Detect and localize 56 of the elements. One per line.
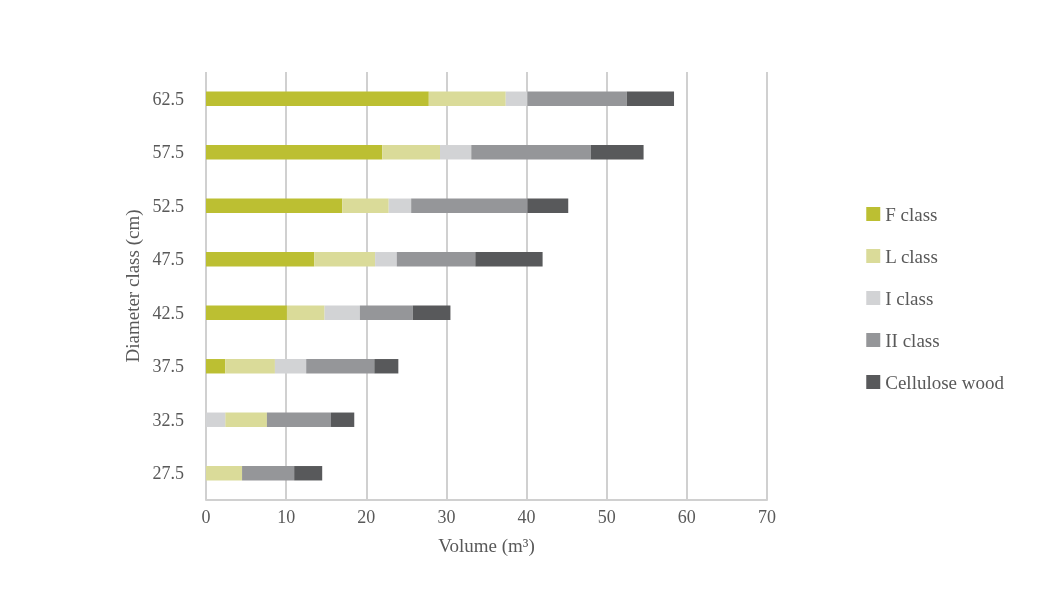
y-tick-label: 42.5 xyxy=(152,302,184,323)
bar xyxy=(412,305,451,320)
y-tick-label: 47.5 xyxy=(152,249,184,270)
bar xyxy=(382,145,441,160)
bar xyxy=(388,198,412,213)
bar xyxy=(225,412,267,427)
x-axis-title: Volume (m³) xyxy=(438,535,535,557)
bar xyxy=(331,412,355,427)
bar xyxy=(206,305,287,320)
y-axis-title: Diameter class (cm) xyxy=(121,209,144,363)
bar xyxy=(475,252,543,267)
x-tick-label: 20 xyxy=(357,507,376,527)
x-tick-label: 30 xyxy=(437,507,456,527)
bar xyxy=(396,252,476,267)
y-tick-label: 27.5 xyxy=(152,463,184,484)
bar xyxy=(206,252,315,267)
y-tick-label: 52.5 xyxy=(152,195,184,216)
x-tick-label: 0 xyxy=(201,507,211,527)
bar xyxy=(590,145,644,160)
bar xyxy=(527,91,627,106)
bar xyxy=(225,359,275,374)
bar xyxy=(375,252,397,267)
bar xyxy=(266,412,332,427)
bar xyxy=(359,305,413,320)
x-tick-label: 60 xyxy=(677,507,696,527)
bar xyxy=(471,145,591,160)
x-tick-label: 70 xyxy=(758,507,776,527)
bar xyxy=(342,198,389,213)
bar xyxy=(428,91,506,106)
y-tick-label: 32.5 xyxy=(152,409,184,430)
y-tick-label: 57.5 xyxy=(152,142,184,163)
bar xyxy=(324,305,360,320)
legend-label: F class xyxy=(885,203,938,225)
x-tick-label: 40 xyxy=(517,507,536,527)
legend-label: Cellulose wood xyxy=(885,371,1005,393)
y-tick-label: 62.5 xyxy=(152,88,184,109)
legend-label: L class xyxy=(885,245,938,267)
x-tick-label: 10 xyxy=(277,507,296,527)
bar xyxy=(314,252,376,267)
bar xyxy=(242,466,295,481)
bar xyxy=(206,359,226,374)
legend-label: II class xyxy=(885,329,940,351)
bar xyxy=(286,305,325,320)
bar xyxy=(306,359,375,374)
bar xyxy=(626,91,675,106)
bar xyxy=(527,198,569,213)
bar xyxy=(206,145,383,160)
x-tick-label: 50 xyxy=(597,507,616,527)
bar xyxy=(294,466,323,481)
bar xyxy=(411,198,528,213)
y-tick-label: 37.5 xyxy=(152,356,184,377)
legend-label: I class xyxy=(885,287,934,309)
bar xyxy=(206,91,429,106)
bar xyxy=(374,359,399,374)
bar xyxy=(206,466,243,481)
bar xyxy=(206,198,343,213)
